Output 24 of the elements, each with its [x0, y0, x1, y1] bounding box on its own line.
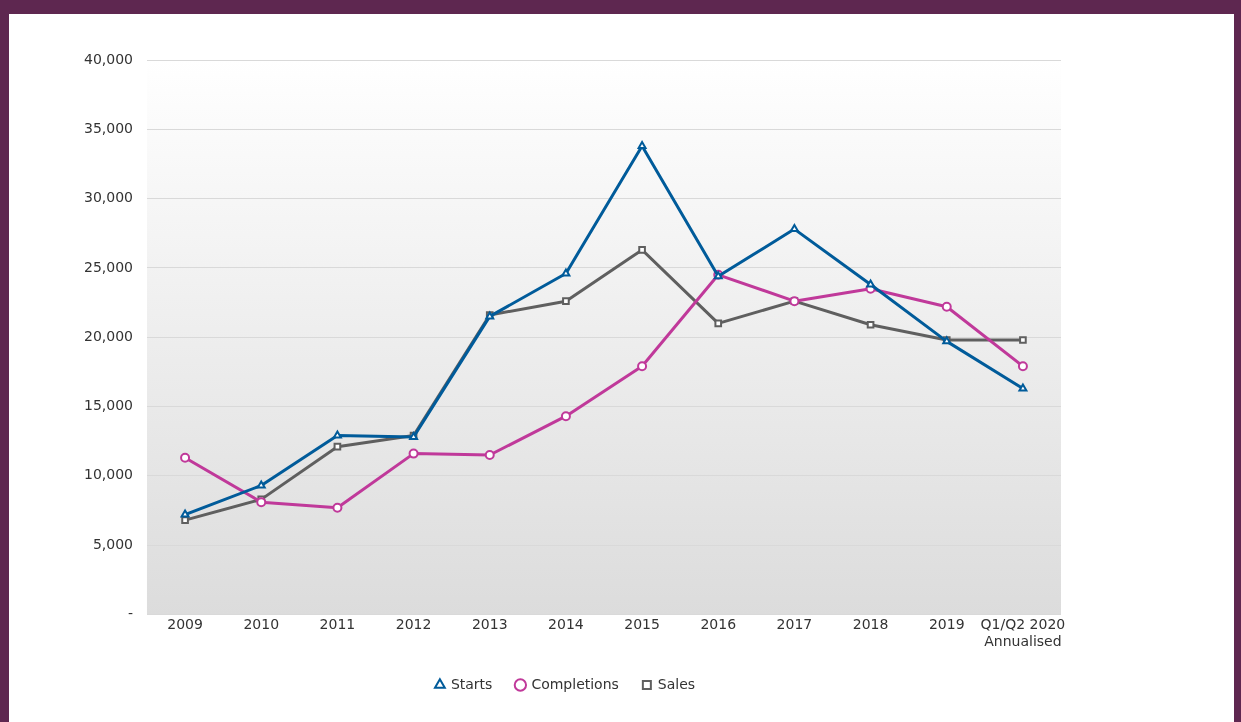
y-tick-label: 10,000: [83, 466, 133, 483]
legend-label: Completions: [531, 675, 619, 692]
y-tick-label: 35,000: [83, 119, 133, 136]
y-tick-label: 20,000: [83, 327, 133, 344]
x-tick-label: 2017: [776, 616, 813, 633]
y-tick-label: 30,000: [83, 189, 133, 206]
y-tick-label: 5,000: [92, 535, 133, 552]
x-tick-label: 2019: [928, 616, 965, 633]
y-tick-label: 40,000: [83, 50, 133, 67]
x-tick-label: Q1/Q2 2020 Annualised: [980, 616, 1066, 650]
x-tick-label: 2016: [700, 616, 737, 633]
x-tick-label: 2014: [548, 616, 584, 633]
y-tick-label: 25,000: [83, 258, 133, 275]
y-tick-label: 15,000: [83, 397, 133, 414]
legend-label: Sales: [657, 675, 696, 692]
x-tick-label: 2012: [395, 616, 432, 633]
x-tick-label: 2011: [319, 616, 356, 633]
y-tick-label: -: [127, 605, 133, 622]
x-tick-label: 2009: [167, 616, 203, 633]
legend-label: Starts: [450, 675, 493, 692]
x-tick-label: 2013: [471, 616, 508, 633]
x-tick-label: 2018: [852, 616, 889, 633]
x-tick-label: 2015: [624, 616, 660, 633]
x-tick-label: 2010: [243, 616, 280, 633]
